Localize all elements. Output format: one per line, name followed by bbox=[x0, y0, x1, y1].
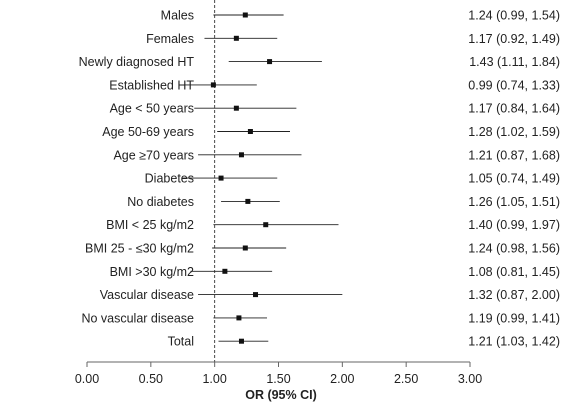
forest-row: Newly diagnosed HT 1.43 (1.11, 1.84) bbox=[79, 55, 560, 69]
row-label: BMI < 25 kg/m2 bbox=[106, 218, 194, 232]
forest-row: Females 1.17 (0.92, 1.49) bbox=[146, 32, 560, 46]
row-value: 0.99 (0.74, 1.33) bbox=[468, 78, 560, 92]
point-estimate-marker bbox=[242, 12, 248, 18]
row-value: 1.43 (1.11, 1.84) bbox=[469, 55, 560, 69]
forest-row: Established HT 0.99 (0.74, 1.33) bbox=[109, 78, 560, 92]
x-tick-label: 1.50 bbox=[266, 372, 290, 386]
forest-rows: Males 1.24 (0.99, 1.54) Females 1.17 (0.92,… bbox=[79, 0, 560, 362]
row-label: Age ≥70 years bbox=[113, 148, 194, 162]
point-estimate-marker bbox=[245, 198, 251, 204]
forest-row: No vascular disease 1.19 (0.99, 1.41) bbox=[81, 311, 560, 325]
row-label: Diabetes bbox=[145, 172, 194, 186]
point-estimate-marker bbox=[233, 105, 239, 111]
forest-row: Diabetes 1.05 (0.74, 1.49) bbox=[145, 172, 560, 186]
x-tick-label: 3.00 bbox=[458, 372, 482, 386]
forest-row: Age < 50 years 1.17 (0.84, 1.64) bbox=[110, 102, 560, 116]
forest-row: Age ≥70 years 1.21 (0.87, 1.68) bbox=[113, 148, 560, 162]
row-value: 1.19 (0.99, 1.41) bbox=[468, 311, 560, 325]
point-estimate-marker bbox=[242, 245, 248, 251]
forest-row: No diabetes 1.26 (1.05, 1.51) bbox=[127, 195, 560, 209]
row-value: 1.32 (0.87, 2.00) bbox=[468, 288, 560, 302]
row-value: 1.40 (0.99, 1.97) bbox=[468, 218, 560, 232]
forest-row: Vascular disease 1.32 (0.87, 2.00) bbox=[100, 288, 560, 302]
forest-row: BMI 25 - ≤30 kg/m2 1.24 (0.98, 1.56) bbox=[85, 242, 560, 256]
point-estimate-marker bbox=[253, 292, 259, 298]
row-label: Females bbox=[146, 32, 194, 46]
row-label: Age < 50 years bbox=[110, 102, 194, 116]
point-estimate-marker bbox=[238, 338, 244, 344]
point-estimate-marker bbox=[263, 222, 269, 228]
forest-row: Males 1.24 (0.99, 1.54) bbox=[161, 9, 560, 23]
x-tick-label: 0.00 bbox=[75, 372, 99, 386]
row-value: 1.24 (0.99, 1.54) bbox=[468, 9, 560, 23]
row-value: 1.08 (0.81, 1.45) bbox=[468, 265, 560, 279]
point-estimate-marker bbox=[210, 82, 216, 88]
row-value: 1.17 (0.84, 1.64) bbox=[468, 102, 560, 116]
row-value: 1.05 (0.74, 1.49) bbox=[468, 172, 560, 186]
row-value: 1.24 (0.98, 1.56) bbox=[468, 242, 560, 256]
row-label: Males bbox=[161, 9, 194, 23]
x-axis-title: OR (95% CI) bbox=[245, 388, 317, 402]
x-tick-label: 1.00 bbox=[202, 372, 226, 386]
row-label: Newly diagnosed HT bbox=[79, 55, 195, 69]
row-value: 1.26 (1.05, 1.51) bbox=[468, 195, 560, 209]
row-label: No diabetes bbox=[127, 195, 194, 209]
point-estimate-marker bbox=[236, 315, 242, 321]
row-value: 1.28 (1.02, 1.59) bbox=[468, 125, 560, 139]
point-estimate-marker bbox=[218, 175, 224, 181]
row-label: Total bbox=[168, 335, 194, 349]
x-axis: 0.00 0.50 1.00 1.50 2.00 2.50 3.00 bbox=[75, 361, 482, 386]
forest-row: BMI >30 kg/m2 1.08 (0.81, 1.45) bbox=[110, 265, 560, 279]
row-value: 1.21 (1.03, 1.42) bbox=[468, 335, 560, 349]
point-estimate-marker bbox=[238, 152, 244, 158]
point-estimate-marker bbox=[247, 129, 253, 134]
row-label: Age 50-69 years bbox=[102, 125, 194, 139]
forest-row: Total 1.21 (1.03, 1.42) bbox=[168, 335, 560, 349]
forest-row: Age 50-69 years 1.28 (1.02, 1.59) bbox=[102, 125, 560, 139]
x-tick-label: 2.50 bbox=[394, 372, 418, 386]
point-estimate-marker bbox=[233, 35, 239, 41]
row-label: BMI 25 - ≤30 kg/m2 bbox=[85, 242, 194, 256]
row-label: No vascular disease bbox=[81, 311, 194, 325]
point-estimate-marker bbox=[267, 59, 273, 65]
x-tick-label: 0.50 bbox=[139, 372, 163, 386]
row-label: Vascular disease bbox=[100, 288, 194, 302]
row-value: 1.17 (0.92, 1.49) bbox=[468, 32, 560, 46]
forest-row: BMI < 25 kg/m2 1.40 (0.99, 1.97) bbox=[106, 218, 560, 232]
row-label: Established HT bbox=[109, 78, 194, 92]
row-value: 1.21 (0.87, 1.68) bbox=[468, 148, 560, 162]
row-label: BMI >30 kg/m2 bbox=[110, 265, 194, 279]
x-tick-label: 2.00 bbox=[330, 372, 354, 386]
point-estimate-marker bbox=[222, 268, 228, 274]
